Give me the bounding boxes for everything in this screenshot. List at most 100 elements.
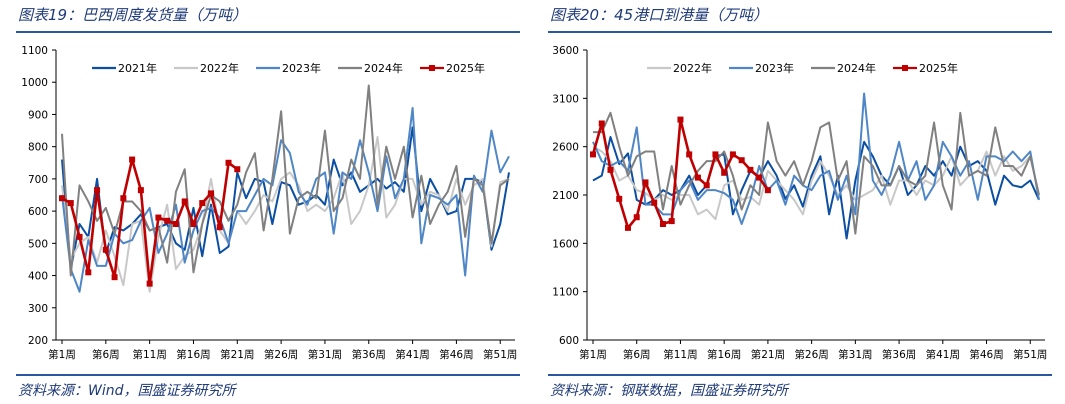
y-tick-label: 700	[28, 174, 48, 186]
data-point-2025年	[111, 274, 118, 281]
y-tick-label: 1000	[21, 77, 48, 89]
data-point-2025年	[677, 116, 684, 123]
x-tick-label: 第26周	[794, 348, 828, 361]
data-point-2025年	[137, 187, 144, 194]
x-tick-label: 第16周	[176, 348, 210, 361]
x-tick-label: 第21周	[220, 348, 254, 361]
data-point-2025年	[85, 269, 92, 276]
data-point-2025年	[590, 151, 596, 158]
series-line-2025年	[591, 118, 769, 230]
y-tick-label: 200	[28, 335, 48, 347]
data-point-2025年	[607, 166, 614, 173]
x-tick-label: 第31周	[838, 348, 872, 361]
data-point-2025年	[738, 157, 745, 164]
y-tick-label: 800	[28, 142, 48, 154]
y-tick-label: 3100	[552, 93, 579, 105]
data-point-2025年	[67, 200, 74, 207]
x-tick-label: 第41周	[395, 348, 429, 361]
data-point-2025年	[208, 190, 214, 197]
legend-marker	[429, 65, 435, 71]
series-line-2024年	[61, 84, 510, 277]
data-point-2025年	[651, 199, 658, 206]
title-rule	[16, 31, 520, 33]
x-tick-label: 第16周	[707, 348, 741, 361]
legend-label: 2021年	[118, 61, 157, 75]
x-tick-label: 第46周	[969, 348, 1003, 361]
chart-panel-brazil: 图表19：巴西周度发货量（万吨） 200 300 400 500 600 700 800 90…	[0, 0, 520, 404]
title-rule	[548, 31, 1052, 33]
legend-label: 2022年	[673, 61, 712, 75]
x-tick-label: 第26周	[264, 348, 298, 361]
source-rule	[16, 374, 520, 376]
legend-label: 2023年	[755, 61, 794, 75]
chart-title: 图表20：45港口到港量（万吨）	[550, 6, 769, 24]
x-tick-label: 第51周	[1013, 348, 1047, 361]
legend-label: 2024年	[364, 61, 403, 75]
x-tick-label: 第51周	[483, 348, 517, 361]
y-tick-label: 900	[28, 109, 48, 121]
chart-source: 资料来源：Wind，国盛证券研究所	[18, 383, 236, 399]
data-point-2025年	[190, 221, 197, 227]
data-point-2025年	[120, 195, 127, 202]
data-point-2025年	[642, 179, 649, 186]
series-line-2023年	[592, 92, 1040, 225]
y-tick-label: 300	[28, 303, 48, 315]
data-point-2025年	[659, 221, 666, 227]
data-point-2025年	[199, 200, 206, 207]
data-point-2025年	[59, 195, 65, 202]
data-point-2025年	[764, 187, 771, 194]
data-point-2025年	[598, 120, 605, 127]
chart-panel-ports: 图表20：45港口到港量（万吨） 600 1100 1600 2100 2600 3100…	[532, 0, 1052, 404]
y-tick-label: 400	[28, 271, 48, 283]
y-tick-label: 1100	[552, 287, 579, 299]
y-tick-label: 500	[28, 238, 48, 250]
data-point-2025年	[703, 182, 710, 189]
data-point-2025年	[686, 151, 693, 158]
chart-source: 资料来源：钢联数据，国盛证券研究所	[550, 383, 788, 399]
x-tick-label: 第6周	[92, 348, 120, 361]
data-point-2025年	[94, 187, 101, 194]
data-point-2025年	[712, 151, 719, 158]
y-tick-label: 3600	[552, 45, 579, 57]
chart-svg-port-arrivals: 600 1100 1600 2100 2600 3100 3600 第1周 第6周 第11周 第16…	[552, 45, 1047, 361]
data-point-2025年	[216, 224, 223, 231]
legend-label: 2023年	[282, 61, 321, 75]
data-point-2025年	[172, 221, 179, 227]
data-point-2025年	[155, 214, 162, 221]
data-point-2025年	[102, 246, 109, 253]
data-point-2025年	[721, 169, 728, 176]
data-point-2025年	[76, 233, 83, 240]
data-point-2025年	[225, 159, 232, 166]
x-tick-label: 第36周	[882, 348, 916, 361]
data-point-2025年	[181, 198, 188, 205]
x-tick-label: 第1周	[579, 348, 607, 361]
y-tick-label: 2600	[552, 142, 579, 154]
legend-label: 2025年	[446, 61, 485, 75]
data-point-2025年	[129, 156, 136, 163]
data-point-2025年	[668, 218, 675, 225]
legend-label: 2024年	[837, 61, 876, 75]
y-tick-label: 2100	[552, 190, 579, 202]
data-point-2025年	[729, 151, 736, 158]
x-tick-label: 第11周	[663, 348, 697, 361]
series-line-2023年	[61, 107, 510, 293]
data-point-2025年	[624, 224, 631, 231]
data-point-2025年	[164, 217, 171, 224]
data-point-2025年	[747, 166, 754, 173]
y-tick-label: 600	[559, 335, 579, 347]
x-tick-label: 第21周	[751, 348, 785, 361]
x-tick-label: 第6周	[623, 348, 651, 361]
data-point-2025年	[616, 195, 623, 202]
data-point-2025年	[633, 214, 640, 221]
x-tick-label: 第11周	[132, 348, 166, 361]
series-line-2022年	[592, 145, 1040, 221]
data-point-2025年	[756, 174, 763, 181]
data-point-2025年	[146, 280, 153, 287]
x-tick-label: 第46周	[439, 348, 473, 361]
x-tick-label: 第1周	[48, 348, 76, 361]
series-line-2024年	[593, 111, 1040, 235]
legend-label: 2025年	[919, 61, 958, 75]
data-point-2025年	[234, 166, 241, 173]
y-tick-label: 1100	[21, 45, 48, 57]
